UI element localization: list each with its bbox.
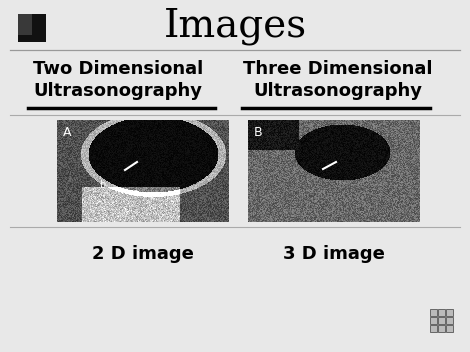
Text: a: a (132, 188, 138, 198)
Bar (430, 317, 437, 324)
Text: Images: Images (164, 7, 306, 45)
Text: Two Dimensional
Ultrasonography: Two Dimensional Ultrasonography (33, 60, 203, 100)
Bar (438, 309, 445, 316)
Bar (446, 317, 453, 324)
Bar (438, 325, 445, 332)
Bar (18, 14, 32, 35)
Text: b: b (99, 180, 105, 190)
Text: Three Dimensional
Ultrasonography: Three Dimensional Ultrasonography (243, 60, 433, 100)
Bar (430, 325, 437, 332)
Text: 3 D image: 3 D image (283, 245, 385, 263)
Text: A: A (63, 126, 71, 139)
Bar (18, 14, 46, 42)
Bar (430, 309, 437, 316)
Bar (446, 325, 453, 332)
Text: B: B (254, 126, 263, 139)
Bar (446, 309, 453, 316)
Text: 2 D image: 2 D image (92, 245, 194, 263)
Bar (438, 317, 445, 324)
